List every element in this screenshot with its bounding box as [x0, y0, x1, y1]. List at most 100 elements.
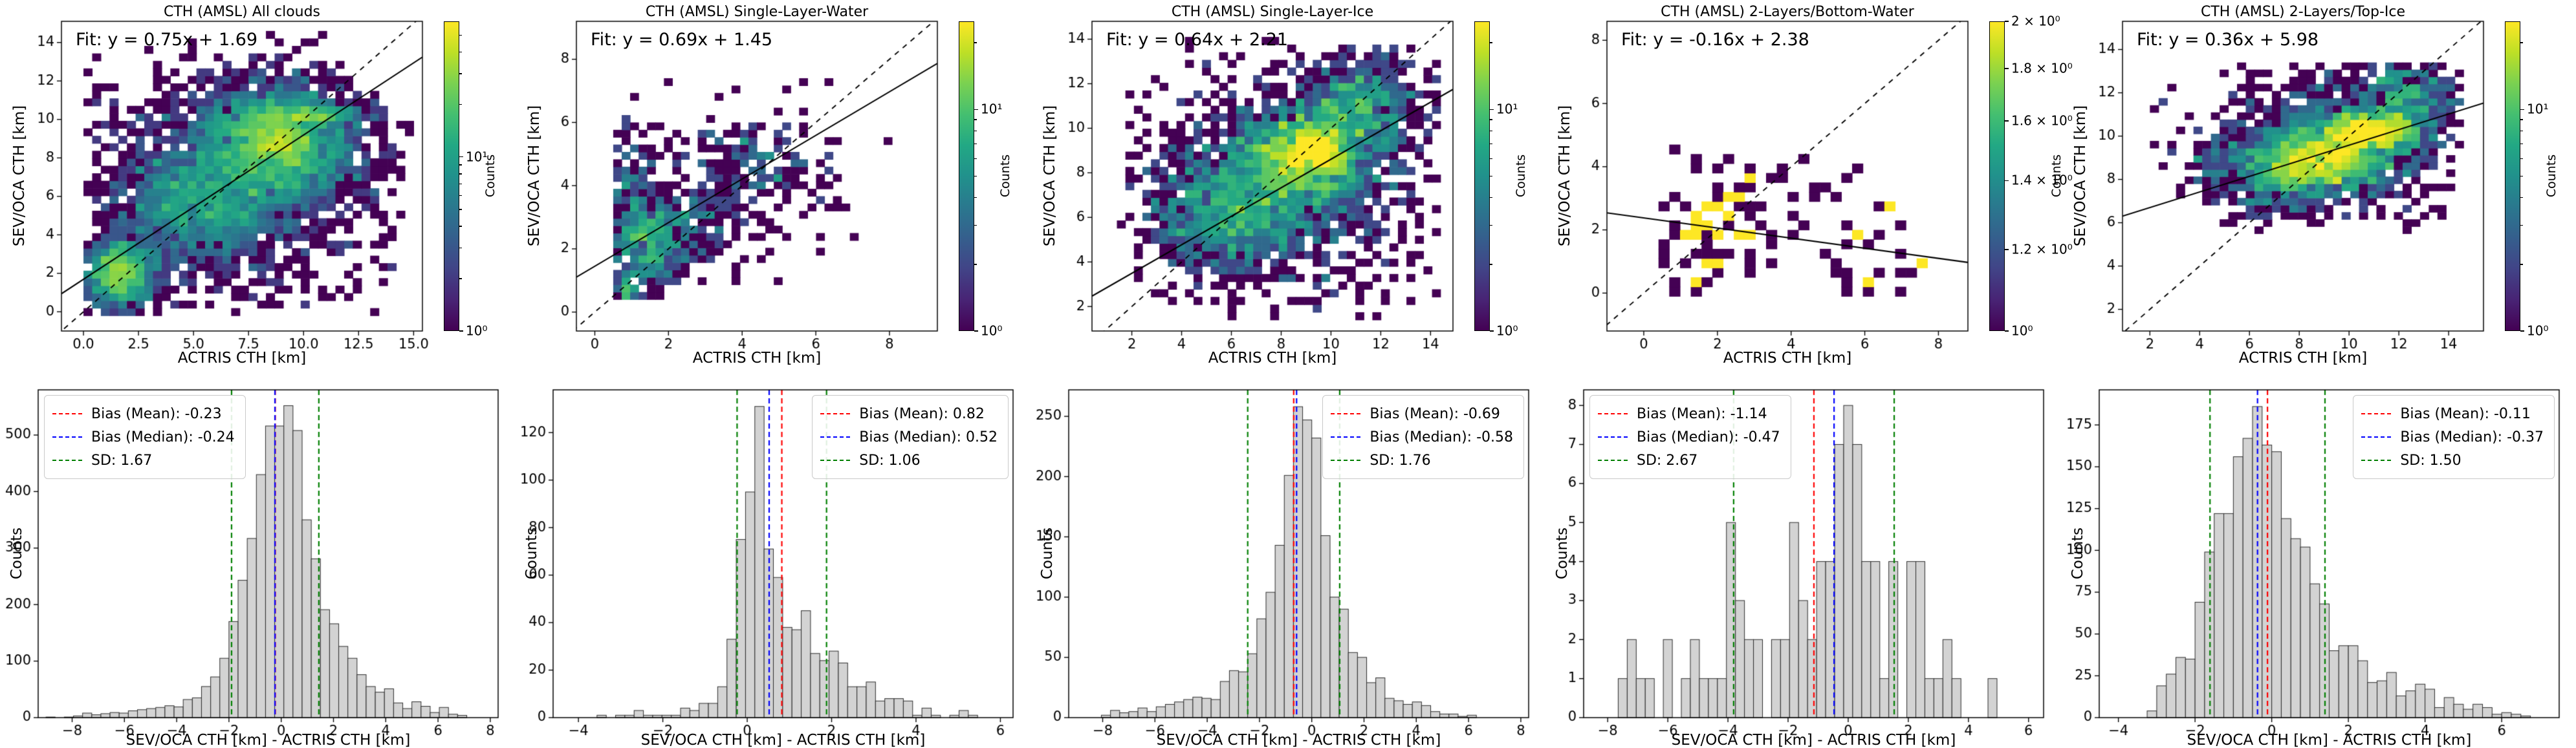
- panel-scatter-2layers-top-ice: CTH (AMSL) 2-Layers/Top-Ice Fit: y = 0.3…: [2061, 0, 2576, 367]
- mean-line-swatch: [2361, 413, 2392, 414]
- legend-label: Bias (Mean): 0.82: [859, 405, 985, 422]
- legend-label: Bias (Median): -0.47: [1637, 429, 1780, 445]
- colorbar-tickmark: [2005, 68, 2009, 69]
- heatmap-canvas-all-clouds: [0, 0, 515, 362]
- panel-title: CTH (AMSL) 2-Layers/Bottom-Water: [1661, 4, 1914, 20]
- mean-line-swatch: [1331, 413, 1361, 414]
- legend-item-sd: SD: 2.67: [1598, 449, 1780, 472]
- legend-item-median: Bias (Median): -0.47: [1598, 425, 1780, 449]
- colorbar-tickmark: [1490, 330, 1494, 332]
- x-axis-label: SEV/OCA CTH [km] - ACTRIS CTH [km]: [126, 732, 411, 748]
- colorbar-tickmark: [974, 224, 977, 226]
- median-line-swatch: [1331, 436, 1361, 438]
- y-axis-label: SEV/OCA CTH [km]: [1556, 105, 1573, 247]
- colorbar-tickmark: [459, 173, 462, 175]
- legend-box: Bias (Mean): -0.11 Bias (Median): -0.37 …: [2353, 395, 2555, 479]
- legend-label: SD: 1.67: [91, 452, 153, 469]
- colorbar-tickmark: [1490, 264, 1492, 265]
- colorbar-tickmark: [459, 73, 462, 74]
- colorbar-tickmark: [459, 103, 462, 105]
- colorbar-tickmark: [2520, 175, 2523, 177]
- colorbar-tickmark: [2520, 330, 2524, 332]
- panel-hist-all-clouds: Counts SEV/OCA CTH [km] - ACTRIS CTH [km…: [0, 362, 515, 748]
- y-axis-label: Counts: [1554, 527, 1571, 580]
- colorbar-tickmark: [459, 164, 462, 166]
- legend-label: Bias (Median): 0.52: [859, 429, 998, 445]
- legend-item-mean: Bias (Mean): 0.82: [820, 402, 998, 425]
- panel-scatter-all-clouds: CTH (AMSL) All clouds Fit: y = 0.75x + 1…: [0, 0, 515, 367]
- median-line-swatch: [52, 436, 82, 438]
- legend-item-sd: SD: 1.50: [2361, 449, 2544, 472]
- colorbar-tick-label: 10⁰: [981, 323, 1003, 339]
- y-axis-label: Counts: [1039, 527, 1056, 580]
- colorbar-tickmark: [1490, 119, 1492, 120]
- colorbar: [1474, 21, 1490, 331]
- colorbar-tickmark: [459, 156, 463, 158]
- colorbar-tickmark: [974, 119, 977, 120]
- panel-title: CTH (AMSL) 2-Layers/Top-Ice: [2200, 4, 2406, 20]
- heatmap-canvas-2layers-top-ice: [2061, 0, 2576, 362]
- x-axis-label: SEV/OCA CTH [km] - ACTRIS CTH [km]: [640, 732, 926, 748]
- colorbar-label: Counts: [998, 154, 1012, 198]
- legend-label: Bias (Mean): -0.69: [1370, 405, 1500, 422]
- panel-hist-2layers-bottom-water: Counts SEV/OCA CTH [km] - ACTRIS CTH [km…: [1545, 362, 2060, 748]
- legend-item-mean: Bias (Mean): -0.23: [52, 402, 235, 425]
- legend-box: Bias (Mean): -0.23 Bias (Median): -0.24 …: [44, 395, 246, 479]
- colorbar-tickmark: [459, 183, 462, 185]
- colorbar-tickmark: [2520, 119, 2523, 120]
- fit-annotation: Fit: y = -0.16x + 2.38: [1621, 30, 1809, 50]
- colorbar-tickmark: [974, 109, 978, 111]
- colorbar-tickmark: [2520, 224, 2523, 226]
- legend-label: Bias (Mean): -0.11: [2400, 405, 2531, 422]
- colorbar-tickmark: [2005, 180, 2009, 182]
- panel-hist-single-layer-water: Counts SEV/OCA CTH [km] - ACTRIS CTH [km…: [515, 362, 1030, 748]
- sd-line-swatch: [2361, 460, 2392, 461]
- colorbar-tick-label: 10¹: [2527, 101, 2549, 117]
- colorbar-tick-label: 2 × 10⁰: [2011, 13, 2060, 29]
- colorbar: [959, 21, 974, 331]
- x-axis-label: SEV/OCA CTH [km] - ACTRIS CTH [km]: [1156, 732, 1441, 748]
- colorbar-tick-label: 10⁰: [1496, 323, 1518, 339]
- panel-scatter-single-layer-water: CTH (AMSL) Single-Layer-Water Fit: y = 0…: [515, 0, 1030, 367]
- colorbar: [1989, 21, 2005, 331]
- fit-annotation: Fit: y = 0.36x + 5.98: [2137, 30, 2319, 50]
- mean-line-swatch: [52, 413, 82, 414]
- colorbar-tickmark: [459, 226, 462, 227]
- colorbar-tickmark: [459, 51, 462, 53]
- y-axis-label: Counts: [523, 527, 540, 580]
- y-axis-label: SEV/OCA CTH [km]: [526, 105, 543, 247]
- colorbar-tickmark: [974, 330, 978, 332]
- colorbar-tickmark: [459, 330, 463, 332]
- colorbar: [444, 21, 459, 331]
- colorbar-tickmark: [2520, 42, 2523, 43]
- colorbar-tick-label: 10¹: [466, 149, 488, 165]
- heatmap-canvas-2layers-bottom-water: [1545, 0, 2060, 362]
- colorbar-tickmark: [974, 197, 977, 198]
- colorbar-tickmark: [1490, 224, 1492, 226]
- colorbar-tickmark: [1490, 143, 1492, 145]
- colorbar-tick-label: 10⁰: [2011, 323, 2033, 339]
- colorbar: [2505, 21, 2520, 331]
- fit-annotation: Fit: y = 0.69x + 1.45: [591, 30, 773, 50]
- panel-hist-2layers-top-ice: Counts SEV/OCA CTH [km] - ACTRIS CTH [km…: [2061, 362, 2576, 748]
- colorbar-tickmark: [459, 247, 462, 249]
- sd-line-swatch: [1331, 460, 1361, 461]
- colorbar-tickmark: [1490, 42, 1492, 43]
- legend-item-sd: SD: 1.76: [1331, 449, 1513, 472]
- colorbar-tickmark: [1490, 158, 1492, 160]
- colorbar-tick-label: 10¹: [1496, 101, 1518, 117]
- colorbar-tickmark: [1490, 197, 1492, 198]
- colorbar-tickmark: [974, 264, 977, 265]
- x-axis-label: SEV/OCA CTH [km] - ACTRIS CTH [km]: [1671, 732, 1956, 748]
- panel-scatter-2layers-bottom-water: CTH (AMSL) 2-Layers/Bottom-Water Fit: y …: [1545, 0, 2073, 367]
- colorbar-tickmark: [2520, 264, 2523, 265]
- legend-box: Bias (Mean): -1.14 Bias (Median): -0.47 …: [1589, 395, 1791, 479]
- legend-label: SD: 1.76: [1370, 452, 1431, 469]
- panel-hist-single-layer-ice: Counts SEV/OCA CTH [km] - ACTRIS CTH [km…: [1031, 362, 1545, 748]
- mean-line-swatch: [1598, 413, 1628, 414]
- legend-label: Bias (Median): -0.24: [91, 429, 235, 445]
- y-axis-label: SEV/OCA CTH [km]: [2072, 105, 2089, 247]
- colorbar-tickmark: [974, 175, 977, 177]
- colorbar-tickmark: [974, 42, 977, 43]
- legend-label: SD: 1.06: [859, 452, 921, 469]
